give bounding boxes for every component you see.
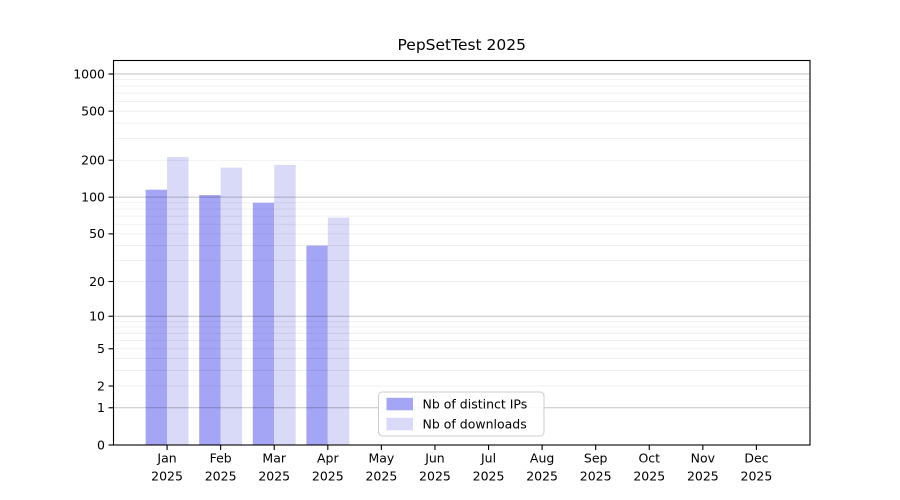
x-tick-label-month-apr: Apr bbox=[317, 451, 339, 466]
y-tick-label: 1 bbox=[97, 400, 105, 415]
x-tick-label-month-may: May bbox=[368, 451, 394, 466]
x-tick-label-month-sep: Sep bbox=[584, 451, 608, 466]
bar-feb-distinct-ips bbox=[199, 195, 221, 445]
legend-swatch-downloads bbox=[386, 417, 413, 431]
x-tick-label-year-sep: 2025 bbox=[580, 469, 612, 484]
y-tick-label: 10 bbox=[89, 309, 105, 324]
y-tick-label: 5 bbox=[97, 341, 105, 356]
x-tick-label-month-feb: Feb bbox=[210, 451, 232, 466]
x-tick-label-year-aug: 2025 bbox=[526, 469, 558, 484]
legend-box bbox=[378, 391, 545, 437]
x-tick-label-month-aug: Aug bbox=[530, 451, 554, 466]
x-tick-label-year-nov: 2025 bbox=[687, 469, 719, 484]
x-tick-label-year-jan: 2025 bbox=[151, 469, 183, 484]
x-tick-label-year-dec: 2025 bbox=[741, 469, 773, 484]
bar-mar-downloads bbox=[274, 164, 296, 445]
x-tick-label-year-jul: 2025 bbox=[473, 469, 505, 484]
legend: Nb of distinct IPs Nb of downloads bbox=[378, 391, 545, 437]
x-tick-label-year-apr: 2025 bbox=[312, 469, 344, 484]
x-tick-label-month-jan: Jan bbox=[156, 451, 176, 466]
x-tick-label-year-oct: 2025 bbox=[633, 469, 665, 484]
x-tick-label-year-mar: 2025 bbox=[258, 469, 290, 484]
x-tick-label-year-feb: 2025 bbox=[205, 469, 237, 484]
bar-apr-downloads bbox=[327, 217, 350, 445]
legend-label-distinct-ips: Nb of distinct IPs bbox=[423, 397, 528, 412]
y-tick-label: 0 bbox=[97, 437, 105, 452]
bar-mar-distinct-ips bbox=[252, 202, 275, 445]
y-tick-label: 2 bbox=[97, 378, 105, 393]
x-tick-label-month-oct: Oct bbox=[638, 451, 660, 466]
y-tick-label: 1000 bbox=[73, 66, 105, 81]
bar-apr-distinct-ips bbox=[306, 245, 328, 445]
bar-jan-downloads bbox=[167, 157, 189, 446]
x-tick-label-month-jul: Jul bbox=[480, 451, 496, 466]
x-tick-label-month-mar: Mar bbox=[262, 451, 286, 466]
legend-label-downloads: Nb of downloads bbox=[423, 417, 527, 432]
chart-title: PepSetTest 2025 bbox=[397, 36, 526, 54]
y-tick-label: 100 bbox=[81, 189, 105, 204]
y-tick-label: 50 bbox=[89, 226, 105, 241]
x-tick-label-month-jun: Jun bbox=[424, 451, 445, 466]
bar-jan-distinct-ips bbox=[145, 189, 168, 445]
y-tick-label: 20 bbox=[89, 274, 105, 289]
legend-swatch-distinct-ips bbox=[386, 397, 413, 411]
axes-frame bbox=[112, 59, 811, 446]
x-tick-label-month-dec: Dec bbox=[744, 451, 768, 466]
x-tick-label-month-nov: Nov bbox=[691, 451, 716, 466]
x-tick-label-year-may: 2025 bbox=[365, 469, 397, 484]
x-tick-label-year-jun: 2025 bbox=[419, 469, 451, 484]
bar-feb-downloads bbox=[220, 167, 243, 445]
y-tick-label: 200 bbox=[81, 153, 105, 168]
y-tick-label: 500 bbox=[81, 103, 105, 118]
